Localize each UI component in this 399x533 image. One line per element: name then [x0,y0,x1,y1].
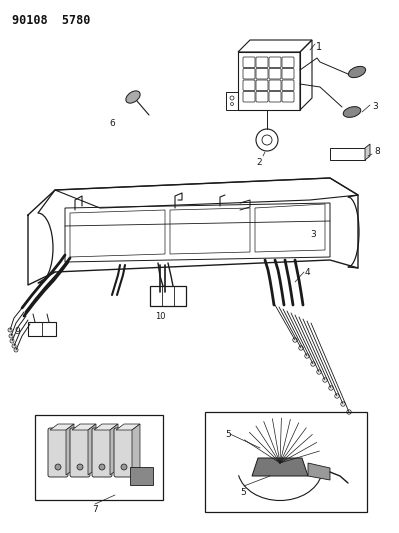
FancyBboxPatch shape [243,69,255,79]
FancyBboxPatch shape [269,57,281,68]
FancyBboxPatch shape [92,428,112,477]
FancyBboxPatch shape [256,92,268,102]
Circle shape [55,464,61,470]
Ellipse shape [126,91,140,103]
Text: 5: 5 [225,430,231,439]
Ellipse shape [343,107,361,117]
Circle shape [121,464,127,470]
Text: 5: 5 [240,488,246,497]
Circle shape [99,464,105,470]
FancyBboxPatch shape [243,57,255,68]
Polygon shape [308,463,330,480]
Polygon shape [365,144,370,160]
Text: 4: 4 [305,268,311,277]
Text: 7: 7 [92,505,98,514]
FancyBboxPatch shape [256,69,268,79]
FancyBboxPatch shape [269,92,281,102]
Circle shape [77,464,83,470]
FancyBboxPatch shape [114,428,134,477]
Polygon shape [50,424,74,430]
FancyBboxPatch shape [269,69,281,79]
Polygon shape [66,424,74,475]
FancyBboxPatch shape [282,92,294,102]
FancyBboxPatch shape [243,80,255,91]
Polygon shape [252,458,308,476]
Text: 10: 10 [155,312,165,321]
Text: 1: 1 [316,42,322,52]
FancyBboxPatch shape [256,57,268,68]
FancyBboxPatch shape [70,428,90,477]
Text: 90108  5780: 90108 5780 [12,14,91,27]
FancyBboxPatch shape [243,92,255,102]
Polygon shape [130,467,153,485]
Text: 6: 6 [109,119,115,128]
Text: 3: 3 [310,230,316,239]
Text: 2: 2 [256,158,262,167]
FancyBboxPatch shape [256,80,268,91]
FancyBboxPatch shape [282,69,294,79]
Polygon shape [72,424,96,430]
Polygon shape [110,424,118,475]
Bar [205,412,367,512]
Bar [35,415,163,500]
Ellipse shape [348,67,365,78]
FancyBboxPatch shape [282,80,294,91]
Polygon shape [132,424,140,475]
FancyBboxPatch shape [48,428,68,477]
Polygon shape [94,424,118,430]
Text: 8: 8 [374,148,380,157]
Text: 3: 3 [372,102,378,111]
FancyBboxPatch shape [269,80,281,91]
Polygon shape [116,424,140,430]
Polygon shape [88,424,96,475]
Text: 9: 9 [14,327,20,336]
FancyBboxPatch shape [282,57,294,68]
